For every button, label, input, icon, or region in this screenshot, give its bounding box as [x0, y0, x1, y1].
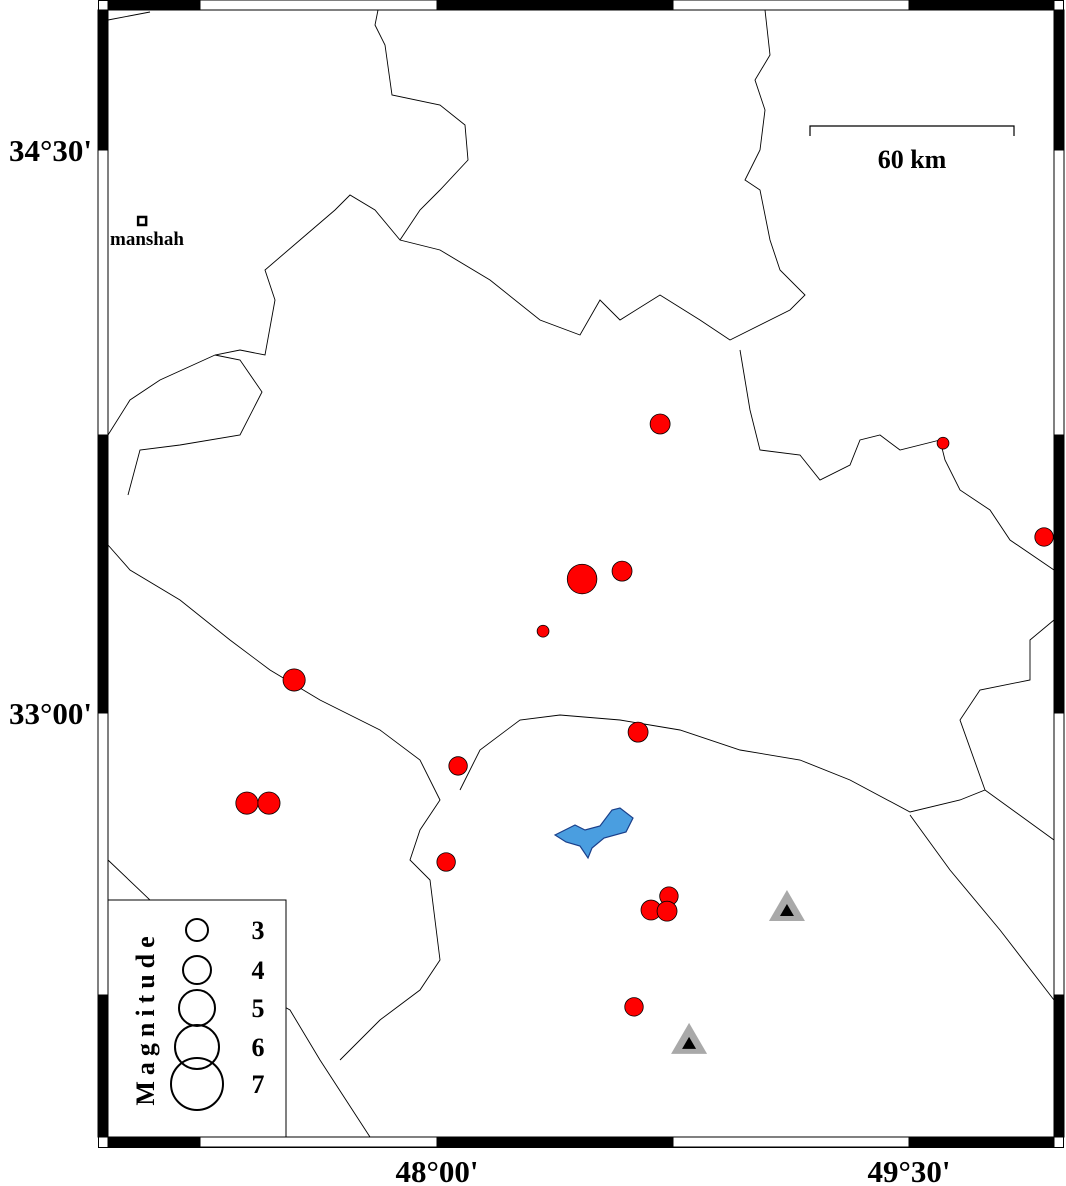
boundary-line [739, 349, 1055, 571]
event-marker [936, 436, 950, 450]
lon-tick-label: 48°00' [395, 1154, 478, 1186]
lake [553, 807, 634, 860]
station-triangle-icon [671, 1022, 708, 1054]
city-marker: manshah [110, 215, 184, 250]
frame-segment [436, 0, 674, 11]
event-marker [656, 900, 678, 922]
boundary-line [127, 354, 263, 496]
frame-segment [97, 149, 109, 436]
boundary-line [107, 544, 441, 1061]
frame-segment [199, 1136, 438, 1148]
earthquake-events [235, 413, 1054, 1017]
legend-circle [174, 1024, 220, 1070]
legend-circle [182, 955, 212, 985]
event-marker [235, 791, 259, 815]
legend-magnitude-label: 3 [252, 916, 265, 945]
legend-magnitude-label: 4 [252, 956, 265, 985]
frame-segment [199, 0, 438, 11]
frame-segment [436, 1136, 674, 1148]
frame-segment [97, 994, 109, 1138]
legend-title: Magnitude [131, 930, 160, 1105]
lat-tick-label: 34°30' [9, 133, 92, 168]
frame-segment [1053, 9, 1065, 151]
scale-bar [809, 125, 1015, 136]
legend-circle [185, 918, 209, 942]
frame-segment [97, 434, 109, 714]
boundary-line [374, 9, 469, 241]
legend-magnitude-label: 6 [252, 1033, 265, 1062]
frame-segment [97, 712, 109, 996]
legend-magnitude-label: 5 [252, 994, 265, 1023]
event-marker [611, 560, 633, 582]
scale-bar-label: 60 km [878, 145, 947, 174]
lat-tick-label: 33°00' [9, 696, 92, 731]
boundary-line [959, 619, 1055, 791]
event-marker [627, 721, 649, 743]
frame-segment [672, 0, 910, 11]
axis-labels: 48°00' 49°30' 34°30' 33°00' [9, 133, 951, 1186]
event-marker [257, 791, 281, 815]
legend-magnitude-label: 7 [252, 1070, 265, 1099]
river-line [459, 714, 1055, 841]
seismic-stations [671, 890, 805, 1054]
frame-segment [107, 0, 201, 11]
event-marker [1034, 527, 1054, 547]
map-frame [97, 0, 1065, 1148]
frame-segment [1053, 434, 1065, 714]
frame-segment [1053, 149, 1065, 436]
station-triangle-icon [768, 890, 805, 922]
boundary-line [909, 814, 1055, 1001]
boundary-line [107, 11, 151, 21]
legend-circle [170, 1057, 224, 1111]
city-label: manshah [110, 229, 184, 250]
frame-segment [908, 1136, 1055, 1148]
frame-segment [97, 9, 109, 151]
frame-segment [672, 1136, 910, 1148]
frame-segment [1053, 712, 1065, 996]
event-marker [624, 997, 644, 1017]
boundary-line [107, 9, 806, 436]
city-square-icon [136, 215, 148, 227]
frame-segment [107, 1136, 201, 1148]
frame-segment [908, 0, 1055, 11]
frame-segment [1053, 994, 1065, 1138]
event-marker [566, 563, 598, 595]
magnitude-legend: Magnitude 3 4 5 6 7 [107, 899, 287, 1138]
event-marker [448, 756, 468, 776]
lon-tick-label: 49°30' [868, 1154, 951, 1186]
event-marker [649, 413, 671, 435]
event-marker [436, 852, 456, 872]
event-marker [536, 624, 550, 638]
event-marker [282, 668, 306, 692]
